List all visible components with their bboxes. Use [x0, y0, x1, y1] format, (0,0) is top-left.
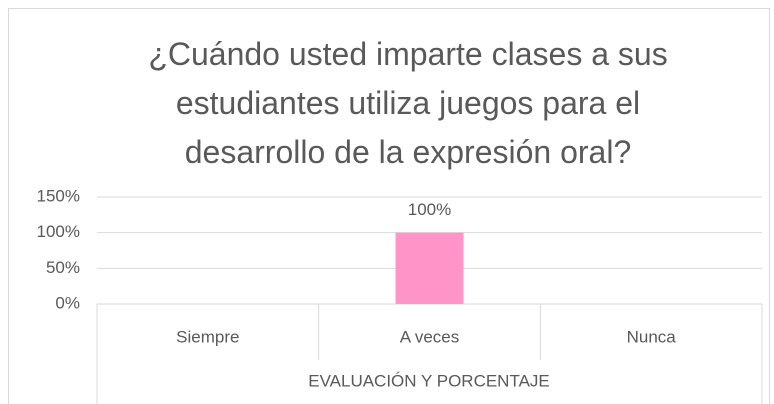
y-tick-label: 100%: [37, 222, 80, 241]
x-axis-title: EVALUACIÓN Y PORCENTAJE: [308, 371, 550, 390]
chart-title: ¿Cuándo usted imparte clases a sus estud…: [148, 36, 668, 170]
x-tick-label: Siempre: [176, 327, 239, 346]
chart-border: [8, 8, 770, 404]
y-tick-label: 0%: [55, 293, 80, 312]
data-label: 100%: [408, 200, 451, 219]
y-tick-label: 50%: [46, 258, 80, 277]
y-tick-label: 150%: [37, 186, 80, 205]
x-tick-label: Nunca: [627, 327, 677, 346]
bar: [395, 232, 464, 304]
x-tick-label: A veces: [400, 327, 460, 346]
